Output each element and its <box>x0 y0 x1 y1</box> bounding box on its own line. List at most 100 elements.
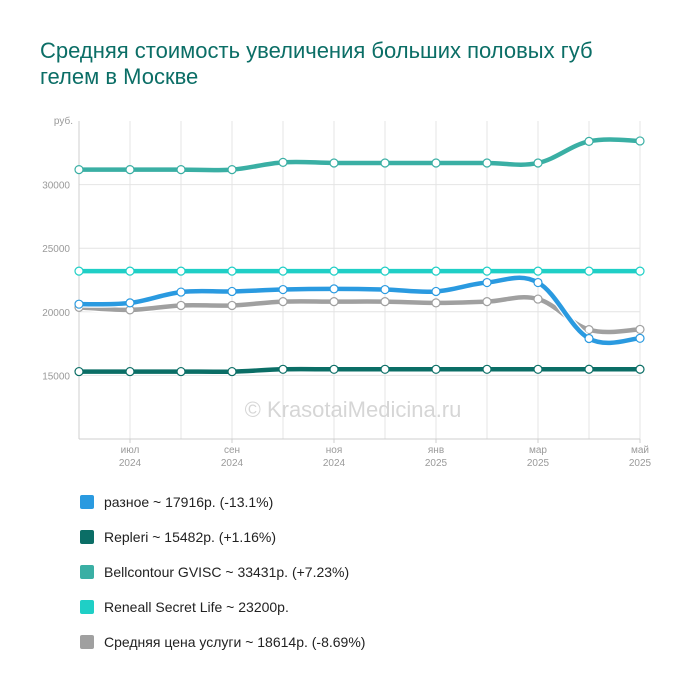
grid <box>78 121 641 440</box>
legend-label: Средняя цена услуги ~ 18614р. (-8.69%) <box>104 633 366 650</box>
legend-item[interactable]: Средняя цена услуги ~ 18614р. (-8.69%) <box>80 624 365 659</box>
data-point[interactable] <box>329 158 339 168</box>
data-point[interactable] <box>380 364 390 374</box>
data-point[interactable] <box>635 364 645 374</box>
data-point[interactable] <box>635 266 645 276</box>
data-point[interactable] <box>278 284 288 295</box>
x-tick-label-year: 2025 <box>425 458 448 469</box>
x-tick-label: янв <box>428 445 444 456</box>
legend-item[interactable]: Bellcontour GVISC ~ 33431р. (+7.23%) <box>80 554 365 589</box>
chart-title: Средняя стоимость увеличения больших пол… <box>40 38 593 89</box>
data-point[interactable] <box>176 366 186 377</box>
data-point[interactable] <box>227 164 237 175</box>
series-lines <box>74 136 645 377</box>
data-point[interactable] <box>74 164 84 175</box>
data-point[interactable] <box>227 300 237 311</box>
legend-label: разное ~ 17916р. (-13.1%) <box>104 493 274 510</box>
watermark: © KrasotaiMedicina.ru <box>245 397 462 422</box>
data-point[interactable] <box>176 287 186 297</box>
y-tick-label: 25000 <box>42 244 70 255</box>
line-chart: © KrasotaiMedicina.ru 15000 20000 25000 300… <box>42 115 651 469</box>
data-point[interactable] <box>380 158 390 168</box>
data-point[interactable] <box>482 266 492 276</box>
legend-item[interactable]: Reneall Secret Life ~ 23200р. <box>80 589 365 624</box>
data-point[interactable] <box>278 364 288 374</box>
data-point[interactable] <box>482 158 492 168</box>
data-point[interactable] <box>74 266 84 276</box>
data-point[interactable] <box>431 286 441 297</box>
series-1 <box>74 266 645 276</box>
x-tick-label-year: 2024 <box>323 458 346 469</box>
data-point[interactable] <box>329 284 339 294</box>
data-point[interactable] <box>533 364 543 374</box>
legend-label: Reneall Secret Life ~ 23200р. <box>104 598 289 615</box>
x-tick-label-year: 2024 <box>221 458 244 469</box>
legend-swatch <box>80 529 94 544</box>
data-point[interactable] <box>125 266 135 276</box>
data-point[interactable] <box>176 266 186 276</box>
series-4 <box>74 364 645 377</box>
x-tick-label: июл <box>121 445 140 456</box>
x-tick-label: ноя <box>326 445 343 456</box>
y-tick-label: 15000 <box>42 371 70 382</box>
data-point[interactable] <box>176 164 186 175</box>
data-point[interactable] <box>74 366 84 377</box>
data-point[interactable] <box>431 158 441 168</box>
data-point[interactable] <box>533 277 543 288</box>
data-point[interactable] <box>635 136 645 146</box>
x-tick-label: май <box>631 445 649 456</box>
data-point[interactable] <box>227 286 237 297</box>
data-point[interactable] <box>227 266 237 276</box>
series-3 <box>74 274 645 347</box>
data-point[interactable] <box>176 300 186 311</box>
data-point[interactable] <box>125 164 135 175</box>
y-tick-label: 30000 <box>42 181 70 192</box>
data-point[interactable] <box>635 333 645 343</box>
data-point[interactable] <box>482 297 492 307</box>
data-point[interactable] <box>482 277 492 288</box>
data-point[interactable] <box>74 299 84 309</box>
data-point[interactable] <box>278 157 288 167</box>
x-tick-label-year: 2025 <box>629 458 652 469</box>
data-point[interactable] <box>584 266 594 276</box>
legend-swatch <box>80 494 94 509</box>
data-point[interactable] <box>329 266 339 276</box>
data-point[interactable] <box>278 266 288 276</box>
data-point[interactable] <box>584 136 594 146</box>
legend-swatch <box>80 599 94 614</box>
data-point[interactable] <box>482 364 492 374</box>
legend-item[interactable]: Repleri ~ 15482р. (+1.16%) <box>80 519 365 554</box>
axis-labels: 15000 20000 25000 30000 руб. июл 2024 сен 2024 но… <box>42 115 651 469</box>
data-point[interactable] <box>380 284 390 295</box>
data-point[interactable] <box>380 266 390 276</box>
data-point[interactable] <box>584 333 594 344</box>
x-tick-label: сен <box>224 445 240 456</box>
data-point[interactable] <box>125 366 135 377</box>
series-line <box>76 366 643 375</box>
data-point[interactable] <box>533 266 543 276</box>
series-2 <box>74 293 645 336</box>
data-point[interactable] <box>533 158 543 168</box>
series-0 <box>74 136 645 175</box>
x-tick-label: мар <box>529 445 547 456</box>
data-point[interactable] <box>584 364 594 374</box>
data-point[interactable] <box>329 297 339 307</box>
data-point[interactable] <box>635 324 645 335</box>
legend-item[interactable]: разное ~ 17916р. (-13.1%) <box>80 484 365 519</box>
y-tick-label: 20000 <box>42 308 70 319</box>
data-point[interactable] <box>125 298 135 308</box>
data-point[interactable] <box>227 366 237 377</box>
data-point[interactable] <box>380 297 390 307</box>
data-point[interactable] <box>329 364 339 374</box>
data-point[interactable] <box>431 266 441 276</box>
legend-swatch <box>80 564 94 579</box>
data-point[interactable] <box>533 294 543 304</box>
data-point[interactable] <box>584 325 594 335</box>
data-point[interactable] <box>278 297 288 307</box>
legend-label: Bellcontour GVISC ~ 33431р. (+7.23%) <box>104 563 350 580</box>
data-point[interactable] <box>431 298 441 308</box>
x-tick-label-year: 2025 <box>527 458 550 469</box>
data-point[interactable] <box>431 364 441 374</box>
x-tick-label-year: 2024 <box>119 458 142 469</box>
legend-label: Repleri ~ 15482р. (+1.16%) <box>104 528 276 545</box>
